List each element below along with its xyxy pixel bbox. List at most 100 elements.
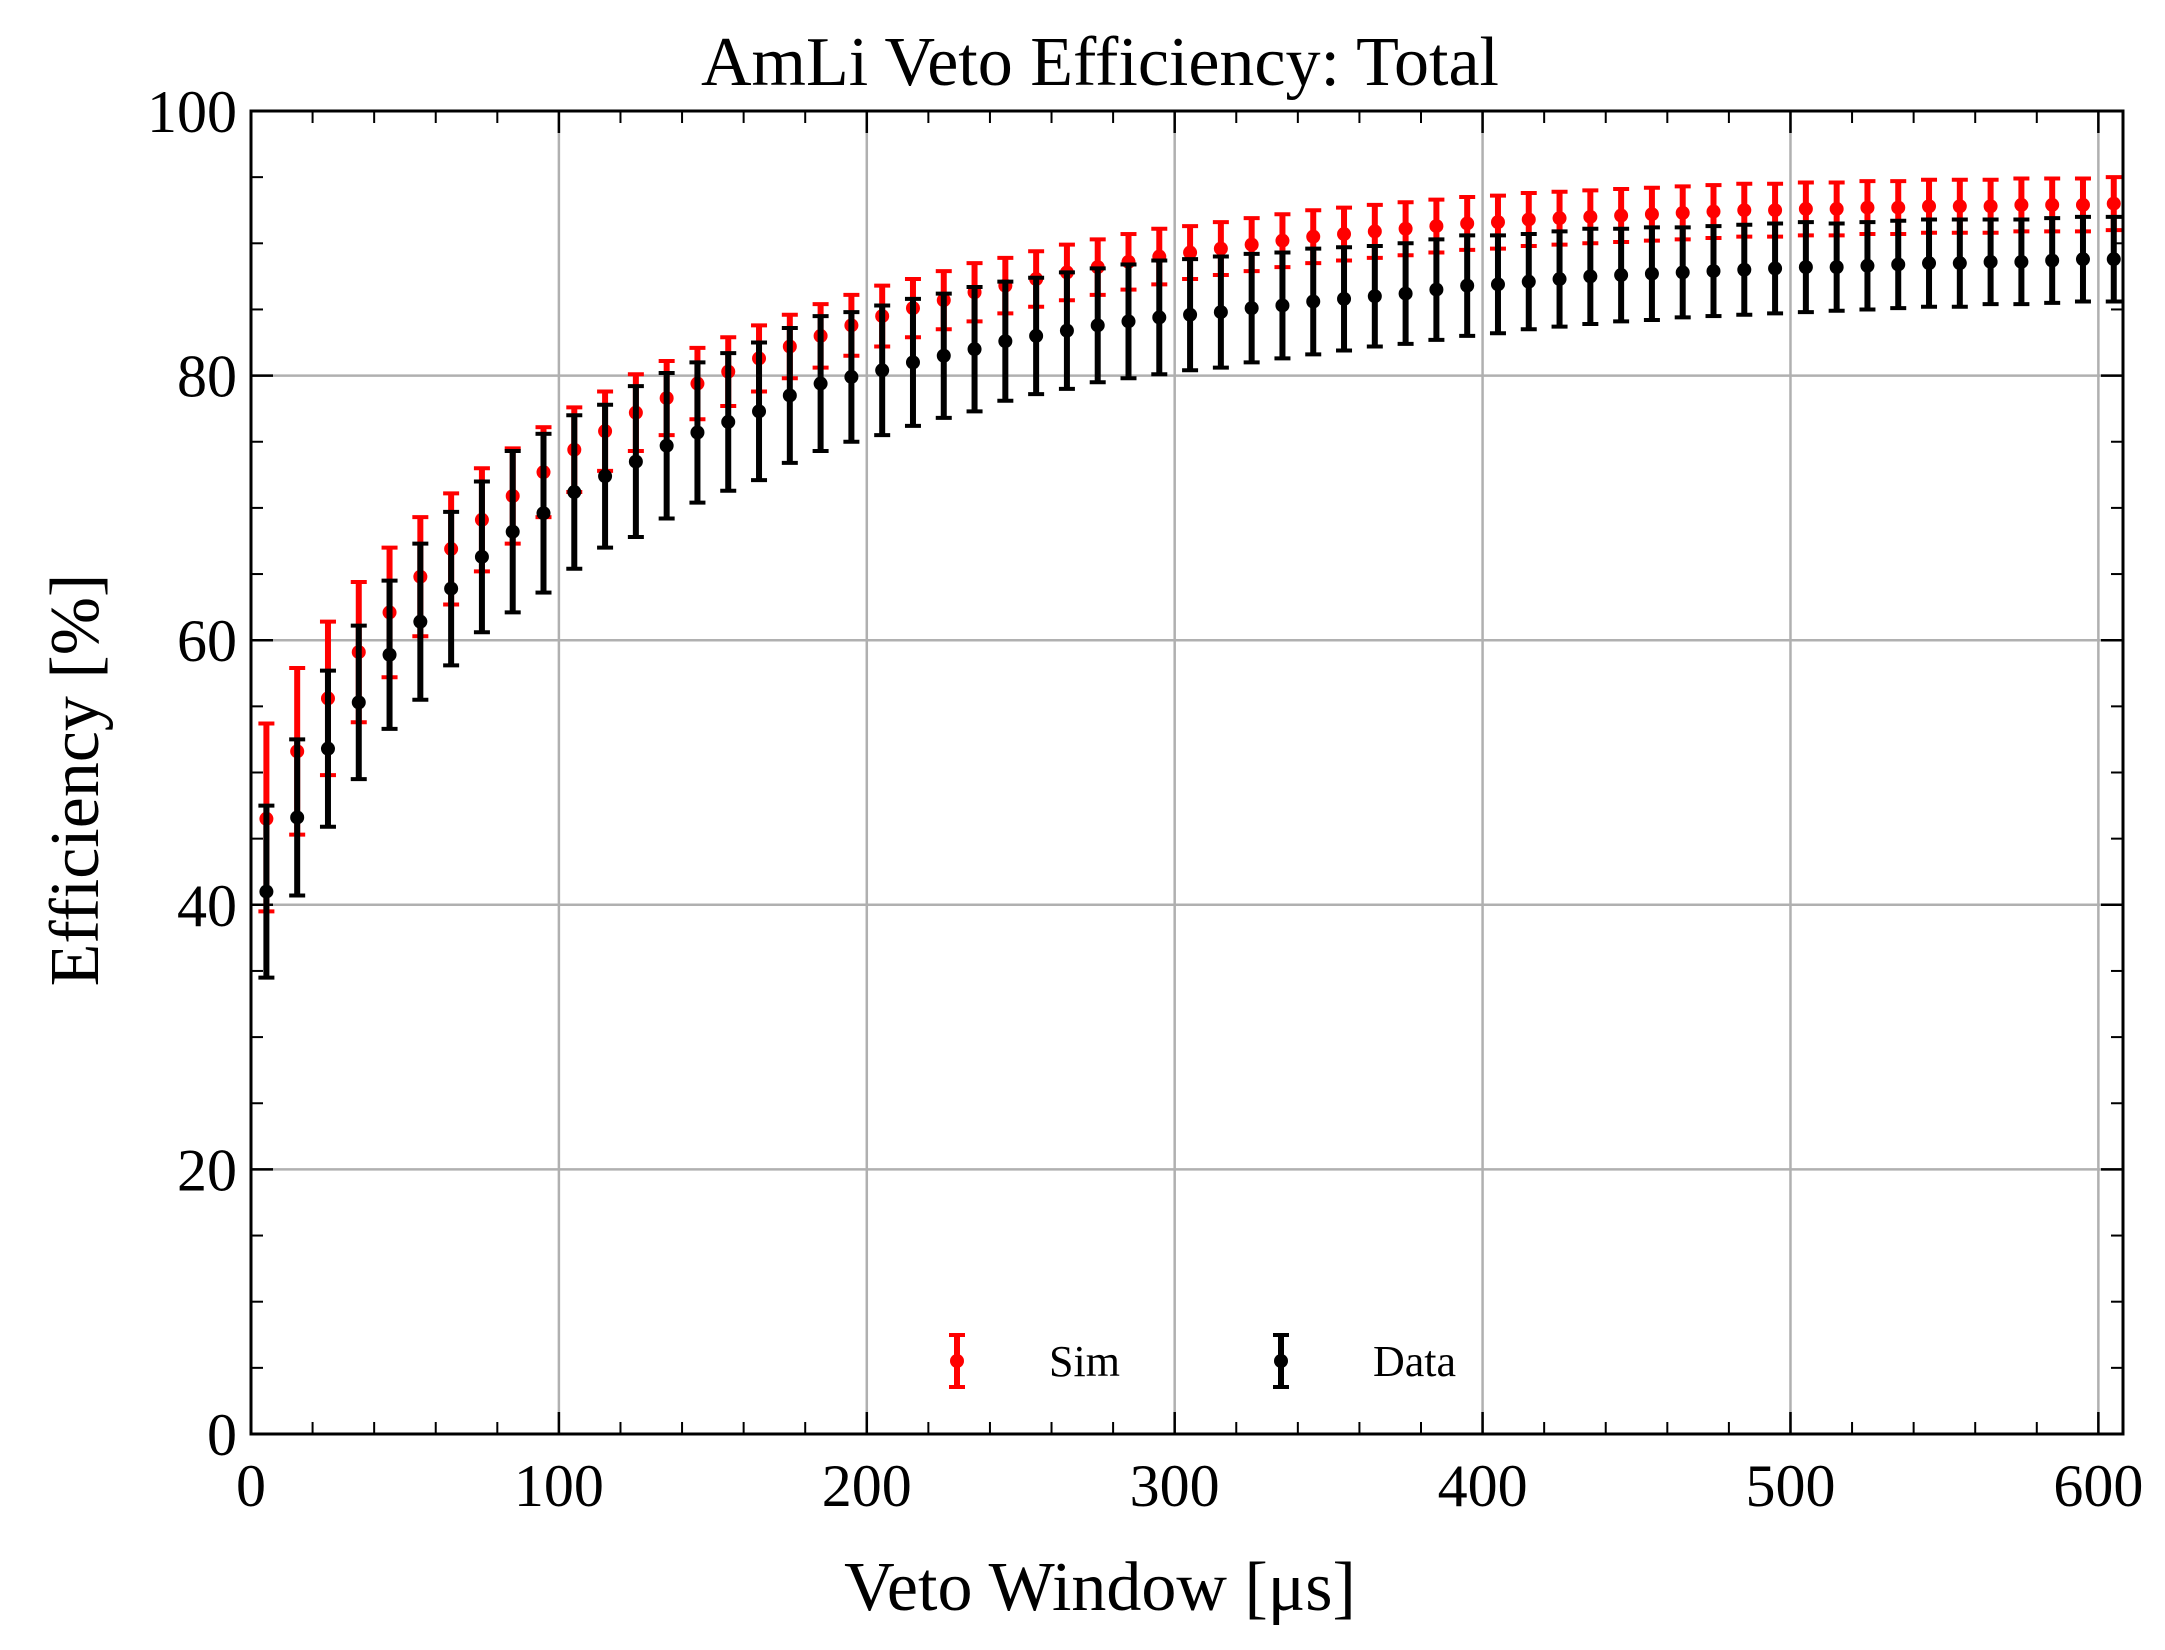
data-point bbox=[2045, 197, 2060, 212]
data-point bbox=[998, 334, 1013, 349]
data-point bbox=[1367, 224, 1382, 239]
data-point bbox=[1891, 200, 1906, 215]
data-point bbox=[936, 348, 951, 363]
data-point bbox=[1644, 207, 1659, 222]
data-point bbox=[1922, 256, 1937, 271]
data-point bbox=[721, 414, 736, 429]
y-tick-label: 0 bbox=[207, 1402, 237, 1468]
data-point bbox=[752, 404, 767, 419]
data-point bbox=[382, 647, 397, 662]
legend-item-data: Data bbox=[1273, 1333, 1456, 1389]
data-point bbox=[259, 884, 274, 899]
data-point bbox=[1706, 204, 1721, 219]
data-point bbox=[1583, 269, 1598, 284]
data-point bbox=[1152, 310, 1167, 325]
data-point bbox=[1521, 274, 1536, 289]
data-point bbox=[1460, 278, 1475, 293]
data-point bbox=[1398, 221, 1413, 236]
data-point bbox=[1521, 212, 1536, 227]
x-tick-label: 0 bbox=[236, 1453, 266, 1519]
data-point bbox=[1552, 211, 1567, 226]
data-point bbox=[1429, 282, 1444, 297]
data-point bbox=[1213, 305, 1228, 320]
data-point bbox=[1891, 257, 1906, 272]
data-point bbox=[536, 506, 551, 521]
data-point bbox=[1429, 219, 1444, 234]
data-point bbox=[1059, 323, 1074, 338]
tick-labels: 0 100 200 300 400 500 600 0 20 40 60 80 100 bbox=[147, 79, 2143, 1519]
data-point bbox=[1583, 209, 1598, 224]
data-point bbox=[1675, 205, 1690, 220]
data-point bbox=[1798, 260, 1813, 275]
data-point bbox=[2106, 196, 2121, 211]
x-tick-label: 300 bbox=[1130, 1453, 1220, 1519]
x-tick-label: 400 bbox=[1438, 1453, 1528, 1519]
data-point bbox=[1737, 203, 1752, 218]
data-point bbox=[1275, 298, 1290, 313]
data-point bbox=[1860, 258, 1875, 273]
plot-frame bbox=[249, 109, 2125, 1436]
data-point bbox=[1306, 229, 1321, 244]
y-tick-label: 40 bbox=[177, 873, 237, 939]
data-point bbox=[1829, 201, 1844, 216]
data-point bbox=[1183, 307, 1198, 322]
data-point bbox=[1306, 294, 1321, 309]
chart-title: AmLi Veto Efficiency: Total bbox=[701, 24, 1499, 101]
data-point bbox=[1213, 241, 1228, 256]
data-point bbox=[1798, 201, 1813, 216]
legend: Sim Data bbox=[949, 1333, 1456, 1389]
data-point bbox=[1029, 328, 1044, 343]
data-point bbox=[505, 524, 520, 539]
data-point bbox=[1337, 291, 1352, 306]
data-point bbox=[844, 369, 859, 384]
legend-label: Data bbox=[1373, 1337, 1456, 1386]
data-point bbox=[1706, 264, 1721, 279]
x-tick-label: 100 bbox=[514, 1453, 604, 1519]
data-point bbox=[1737, 262, 1752, 277]
data-point bbox=[1490, 277, 1505, 292]
x-tick-label: 200 bbox=[822, 1453, 912, 1519]
y-axis-label: Efficiency [%] bbox=[37, 574, 114, 987]
data-point bbox=[474, 549, 489, 564]
data-point bbox=[2075, 252, 2090, 267]
data-point bbox=[1614, 208, 1629, 223]
data-point bbox=[1490, 215, 1505, 230]
data-point bbox=[967, 342, 982, 357]
legend-label: Sim bbox=[1049, 1337, 1120, 1386]
data-point bbox=[628, 454, 643, 469]
data-point bbox=[813, 376, 828, 391]
data-point bbox=[598, 469, 613, 484]
legend-item-sim: Sim bbox=[949, 1333, 1120, 1389]
data-point bbox=[1275, 233, 1290, 248]
data-point bbox=[1952, 256, 1967, 271]
data-point bbox=[444, 581, 459, 596]
data-point bbox=[290, 810, 305, 825]
data-point bbox=[875, 363, 890, 378]
data-point bbox=[413, 614, 428, 629]
data-point bbox=[905, 355, 920, 370]
data-point bbox=[1121, 314, 1136, 329]
y-tick-label: 60 bbox=[177, 608, 237, 674]
data-point bbox=[1398, 286, 1413, 301]
data-point bbox=[1552, 272, 1567, 287]
y-tick-label: 80 bbox=[177, 344, 237, 410]
data-point bbox=[2014, 254, 2029, 269]
data-point bbox=[1337, 227, 1352, 242]
data-point bbox=[1983, 199, 1998, 214]
data-point bbox=[1829, 260, 1844, 275]
data-point bbox=[1983, 254, 1998, 269]
data-point bbox=[2106, 252, 2121, 267]
data-point bbox=[567, 485, 582, 500]
data-point bbox=[690, 425, 705, 440]
data-point bbox=[1860, 200, 1875, 215]
data-point bbox=[1952, 199, 1967, 214]
data-point bbox=[320, 741, 335, 756]
data-point bbox=[1090, 318, 1105, 333]
x-tick-label: 500 bbox=[1745, 1453, 1835, 1519]
data-point bbox=[1614, 268, 1629, 283]
series-data bbox=[258, 214, 2122, 980]
data-point bbox=[1367, 289, 1382, 304]
